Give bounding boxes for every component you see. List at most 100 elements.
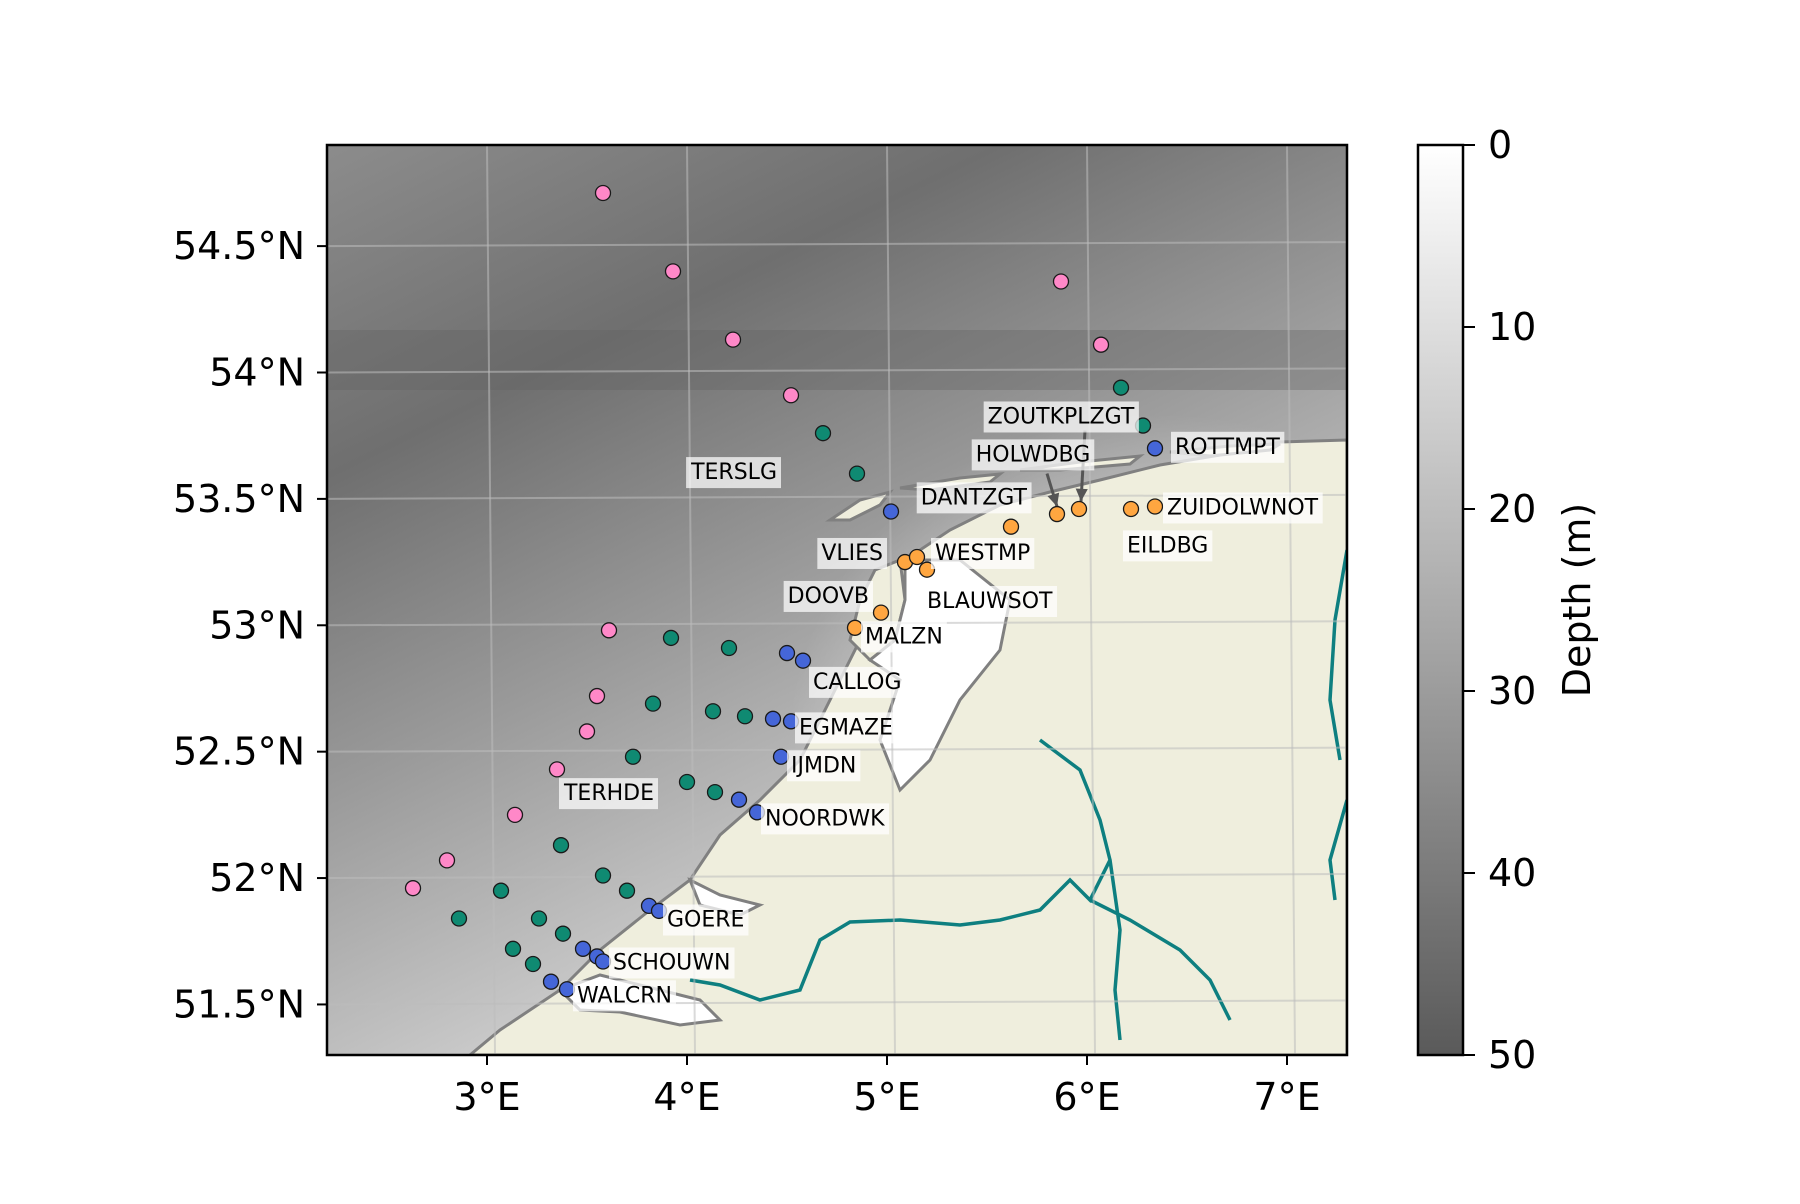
colorbar-tick-label: 40: [1488, 851, 1536, 895]
station-marker-pink: [578, 723, 596, 740]
colorbar-label: Depth (m): [1555, 503, 1599, 698]
station-marker-pink: [1052, 273, 1070, 290]
lat-tick-label: 53.5°N: [173, 477, 305, 521]
station-label-text: VLIES: [821, 541, 883, 566]
station-label-text: BLAUWSOT: [927, 589, 1053, 614]
station-label-text: TERHDE: [563, 781, 654, 806]
station-label: EILDBG: [1123, 530, 1213, 562]
gridline-lon: [1286, 145, 1296, 1055]
station-marker-orange: [872, 604, 890, 621]
station-marker-orange: [1146, 498, 1164, 515]
station-label-text: GOERE: [667, 908, 744, 933]
station-marker-orange: [1122, 500, 1140, 518]
station-label-text: IJMDN: [791, 753, 856, 778]
lat-tick-label: 52.5°N: [173, 730, 305, 774]
station-marker-blue: [794, 652, 812, 669]
station-label-box: [558, 778, 659, 810]
station-label: NOORDWK: [761, 803, 890, 835]
gridlines: [327, 145, 1347, 1055]
station-marker-green: [678, 773, 696, 791]
station-label: ZUIDOLWNOT: [1163, 492, 1323, 524]
station-label-text: NOORDWK: [765, 806, 885, 831]
station-label-box: [1171, 431, 1285, 463]
station-marker-blue: [764, 710, 782, 727]
station-label: EGMAZE: [795, 712, 897, 744]
lat-tick-label: 51.5°N: [173, 982, 305, 1026]
lat-tick-label: 52°N: [209, 856, 305, 900]
station-label-text: DOOVB: [788, 584, 869, 609]
station-label: DOOVB: [783, 580, 873, 612]
station-label-text: WALCRN: [577, 983, 672, 1008]
station-label: DANTZGT: [916, 482, 1032, 514]
colorbar-tick-label: 30: [1488, 669, 1536, 713]
station-label-text: DANTZGT: [921, 485, 1028, 510]
station-marker-pink: [782, 387, 800, 404]
station-label-text: ROTTMPT: [1175, 435, 1280, 460]
station-label: SCHOUWN: [609, 947, 735, 979]
station-label-text: EILDBG: [1127, 533, 1208, 558]
station-marker-green: [492, 882, 510, 899]
station-label-box: [761, 803, 890, 835]
station-marker-green: [618, 882, 636, 899]
colorbar-tick-label: 10: [1488, 305, 1536, 349]
colorbar-tick-label: 0: [1488, 123, 1512, 167]
station-label-box: [686, 457, 781, 489]
station-label-text: TERSLG: [690, 460, 777, 485]
station-marker-orange: [918, 561, 936, 578]
station-marker-pink: [438, 852, 456, 869]
station-label-box: [787, 750, 861, 782]
station-marker-orange: [846, 619, 864, 636]
gridline-lat: [327, 746, 1347, 753]
lon-axis: 3°E 4°E 5°E 6°E 7°E: [453, 1055, 1321, 1119]
station-marker-green: [504, 940, 522, 957]
station-label-box: [931, 537, 1035, 569]
station-label-text: EGMAZE: [799, 715, 893, 740]
station-marker-green: [594, 867, 612, 884]
lon-tick-label: 3°E: [453, 1075, 520, 1119]
lon-tick-label: 7°E: [1253, 1075, 1320, 1119]
station-marker-green: [736, 708, 754, 725]
lon-tick-label: 4°E: [653, 1075, 720, 1119]
station-marker-orange: [908, 548, 926, 566]
station-marker-green: [1112, 379, 1130, 396]
colorbar-tick-label: 20: [1488, 487, 1536, 531]
station-label: VLIES: [817, 537, 887, 569]
station-label-box: [1163, 492, 1323, 524]
colorbar-ticks: 0 10 20 30 40 50: [1463, 123, 1536, 1077]
station-label-box: [861, 621, 947, 653]
station-marker-pink: [664, 263, 682, 280]
station-label: MALZN: [861, 621, 947, 653]
station-marker-green: [450, 910, 468, 927]
station-marker-pink: [588, 687, 606, 705]
station-marker-green: [704, 703, 722, 720]
station-label-box: [916, 482, 1032, 514]
station-label: IJMDN: [787, 750, 861, 782]
station-label: ROTTMPT: [1171, 431, 1285, 463]
colorbar-gradient: [1416, 143, 1465, 1057]
station-label-box: [663, 904, 749, 936]
station-marker-green: [720, 639, 738, 657]
station-marker-green: [662, 629, 680, 647]
station-marker-pink: [404, 880, 422, 897]
station-label-text: SCHOUWN: [613, 950, 731, 975]
gridline-lon: [686, 145, 696, 1055]
station-label-box: [971, 439, 1095, 471]
station-label: ZOUTKPLZGT: [983, 401, 1139, 433]
station-marker-blue: [542, 973, 560, 990]
station-marker-pink: [1092, 336, 1110, 353]
stations: [404, 184, 1164, 998]
lon-tick-label: 5°E: [853, 1075, 920, 1119]
station-marker-blue: [772, 748, 790, 765]
station-label-box: [573, 980, 676, 1012]
station-label-text: HOLWDBG: [976, 442, 1091, 467]
station-label-text: WESTMP: [935, 541, 1030, 566]
lat-tick-label: 54.5°N: [173, 224, 305, 268]
station-label: WALCRN: [573, 980, 676, 1012]
lat-axis: 51.5°N 52°N 52.5°N 53°N 53.5°N 54°N 54.5°N: [173, 224, 327, 1026]
rivers: [689, 549, 1347, 1041]
colorbar-tick-label: 50: [1488, 1033, 1536, 1077]
station-label: TERSLG: [686, 457, 781, 489]
station-label-box: [817, 537, 887, 569]
station-label-text: ZOUTKPLZGT: [988, 404, 1135, 429]
